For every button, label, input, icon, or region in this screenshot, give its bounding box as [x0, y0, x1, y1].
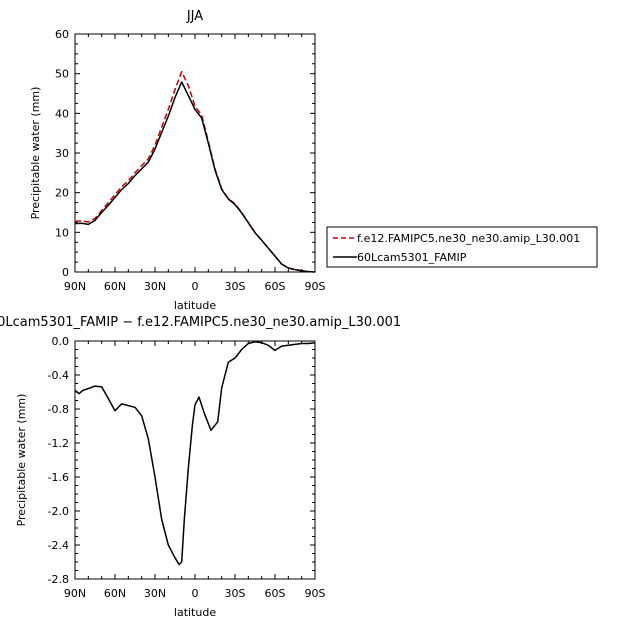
- legend: f.e12.FAMIPC5.ne30_ne30.amip_L30.001 60L…: [326, 226, 598, 268]
- y-tick-label: 50: [55, 68, 69, 81]
- series-line-1: [74, 341, 316, 566]
- bottom-plot-frame: [74, 340, 316, 580]
- y-tick-label: -2.8: [48, 573, 69, 586]
- series-line-2: [74, 81, 316, 273]
- x-tick-label: 0: [192, 587, 199, 600]
- top-axis-ticks: [74, 33, 316, 273]
- bottom-y-axis-label: Precipitable water (mm): [15, 394, 28, 527]
- x-tick-label: 90N: [64, 587, 86, 600]
- bottom-y-tick-labels: 0.0 -0.4 -0.8 -1.2 -1.6 -2.0 -2.4 -2.8: [48, 335, 69, 586]
- bottom-chart-title: 60Lcam5301_FAMIP − f.e12.FAMIPC5.ne30_ne…: [0, 315, 401, 330]
- x-tick-label: 90S: [305, 280, 326, 293]
- y-tick-label: -0.4: [48, 369, 69, 382]
- bottom-axis-ticks: [74, 340, 316, 580]
- top-y-axis-label: Precipitable water (mm): [29, 87, 42, 220]
- series-line-1: [74, 70, 316, 273]
- y-tick-label: 0: [62, 266, 69, 279]
- y-tick-label: -0.8: [48, 403, 69, 416]
- top-series-group: [74, 70, 316, 273]
- y-tick-label: 40: [55, 107, 69, 120]
- bottom-x-axis-label: latitude: [174, 606, 216, 619]
- y-tick-label: 30: [55, 147, 69, 160]
- top-chart-title: JJA: [186, 9, 203, 24]
- y-tick-label: 20: [55, 187, 69, 200]
- bottom-series-group: [74, 341, 316, 566]
- top-y-tick-labels: 0 10 20 30 40 50 60: [55, 28, 69, 279]
- x-tick-label: 90S: [305, 587, 326, 600]
- legend-label-series-2: 60Lcam5301_FAMIP: [357, 251, 467, 264]
- y-tick-label: -2.0: [48, 505, 69, 518]
- legend-label-series-1: f.e12.FAMIPC5.ne30_ne30.amip_L30.001: [357, 232, 580, 245]
- top-x-axis-label: latitude: [174, 299, 216, 312]
- legend-box: [326, 226, 598, 268]
- x-tick-label: 30N: [144, 587, 166, 600]
- y-tick-label: 60: [55, 28, 69, 41]
- x-tick-label: 0: [192, 280, 199, 293]
- x-tick-label: 60S: [265, 280, 286, 293]
- x-tick-label: 60S: [265, 587, 286, 600]
- x-tick-label: 30S: [225, 280, 246, 293]
- y-tick-label: -1.6: [48, 471, 69, 484]
- bottom-panel: 60Lcam5301_FAMIP − f.e12.FAMIPC5.ne30_ne…: [0, 315, 401, 619]
- bottom-x-tick-labels: 90N 60N 30N 0 30S 60S 90S: [64, 587, 326, 600]
- y-tick-label: 0.0: [52, 335, 70, 348]
- top-x-tick-labels: 90N 60N 30N 0 30S 60S 90S: [64, 280, 326, 293]
- x-tick-label: 60N: [104, 280, 126, 293]
- y-tick-label: 10: [55, 226, 69, 239]
- top-panel: JJA 0 10 20 30 40 50 60 90N 60N 30N 0 30S 60S 90S la…: [29, 9, 326, 312]
- x-tick-label: 90N: [64, 280, 86, 293]
- x-tick-label: 30S: [225, 587, 246, 600]
- y-tick-label: -1.2: [48, 437, 69, 450]
- top-plot-frame: [74, 33, 316, 273]
- x-tick-label: 30N: [144, 280, 166, 293]
- x-tick-label: 60N: [104, 587, 126, 600]
- y-tick-label: -2.4: [48, 539, 69, 552]
